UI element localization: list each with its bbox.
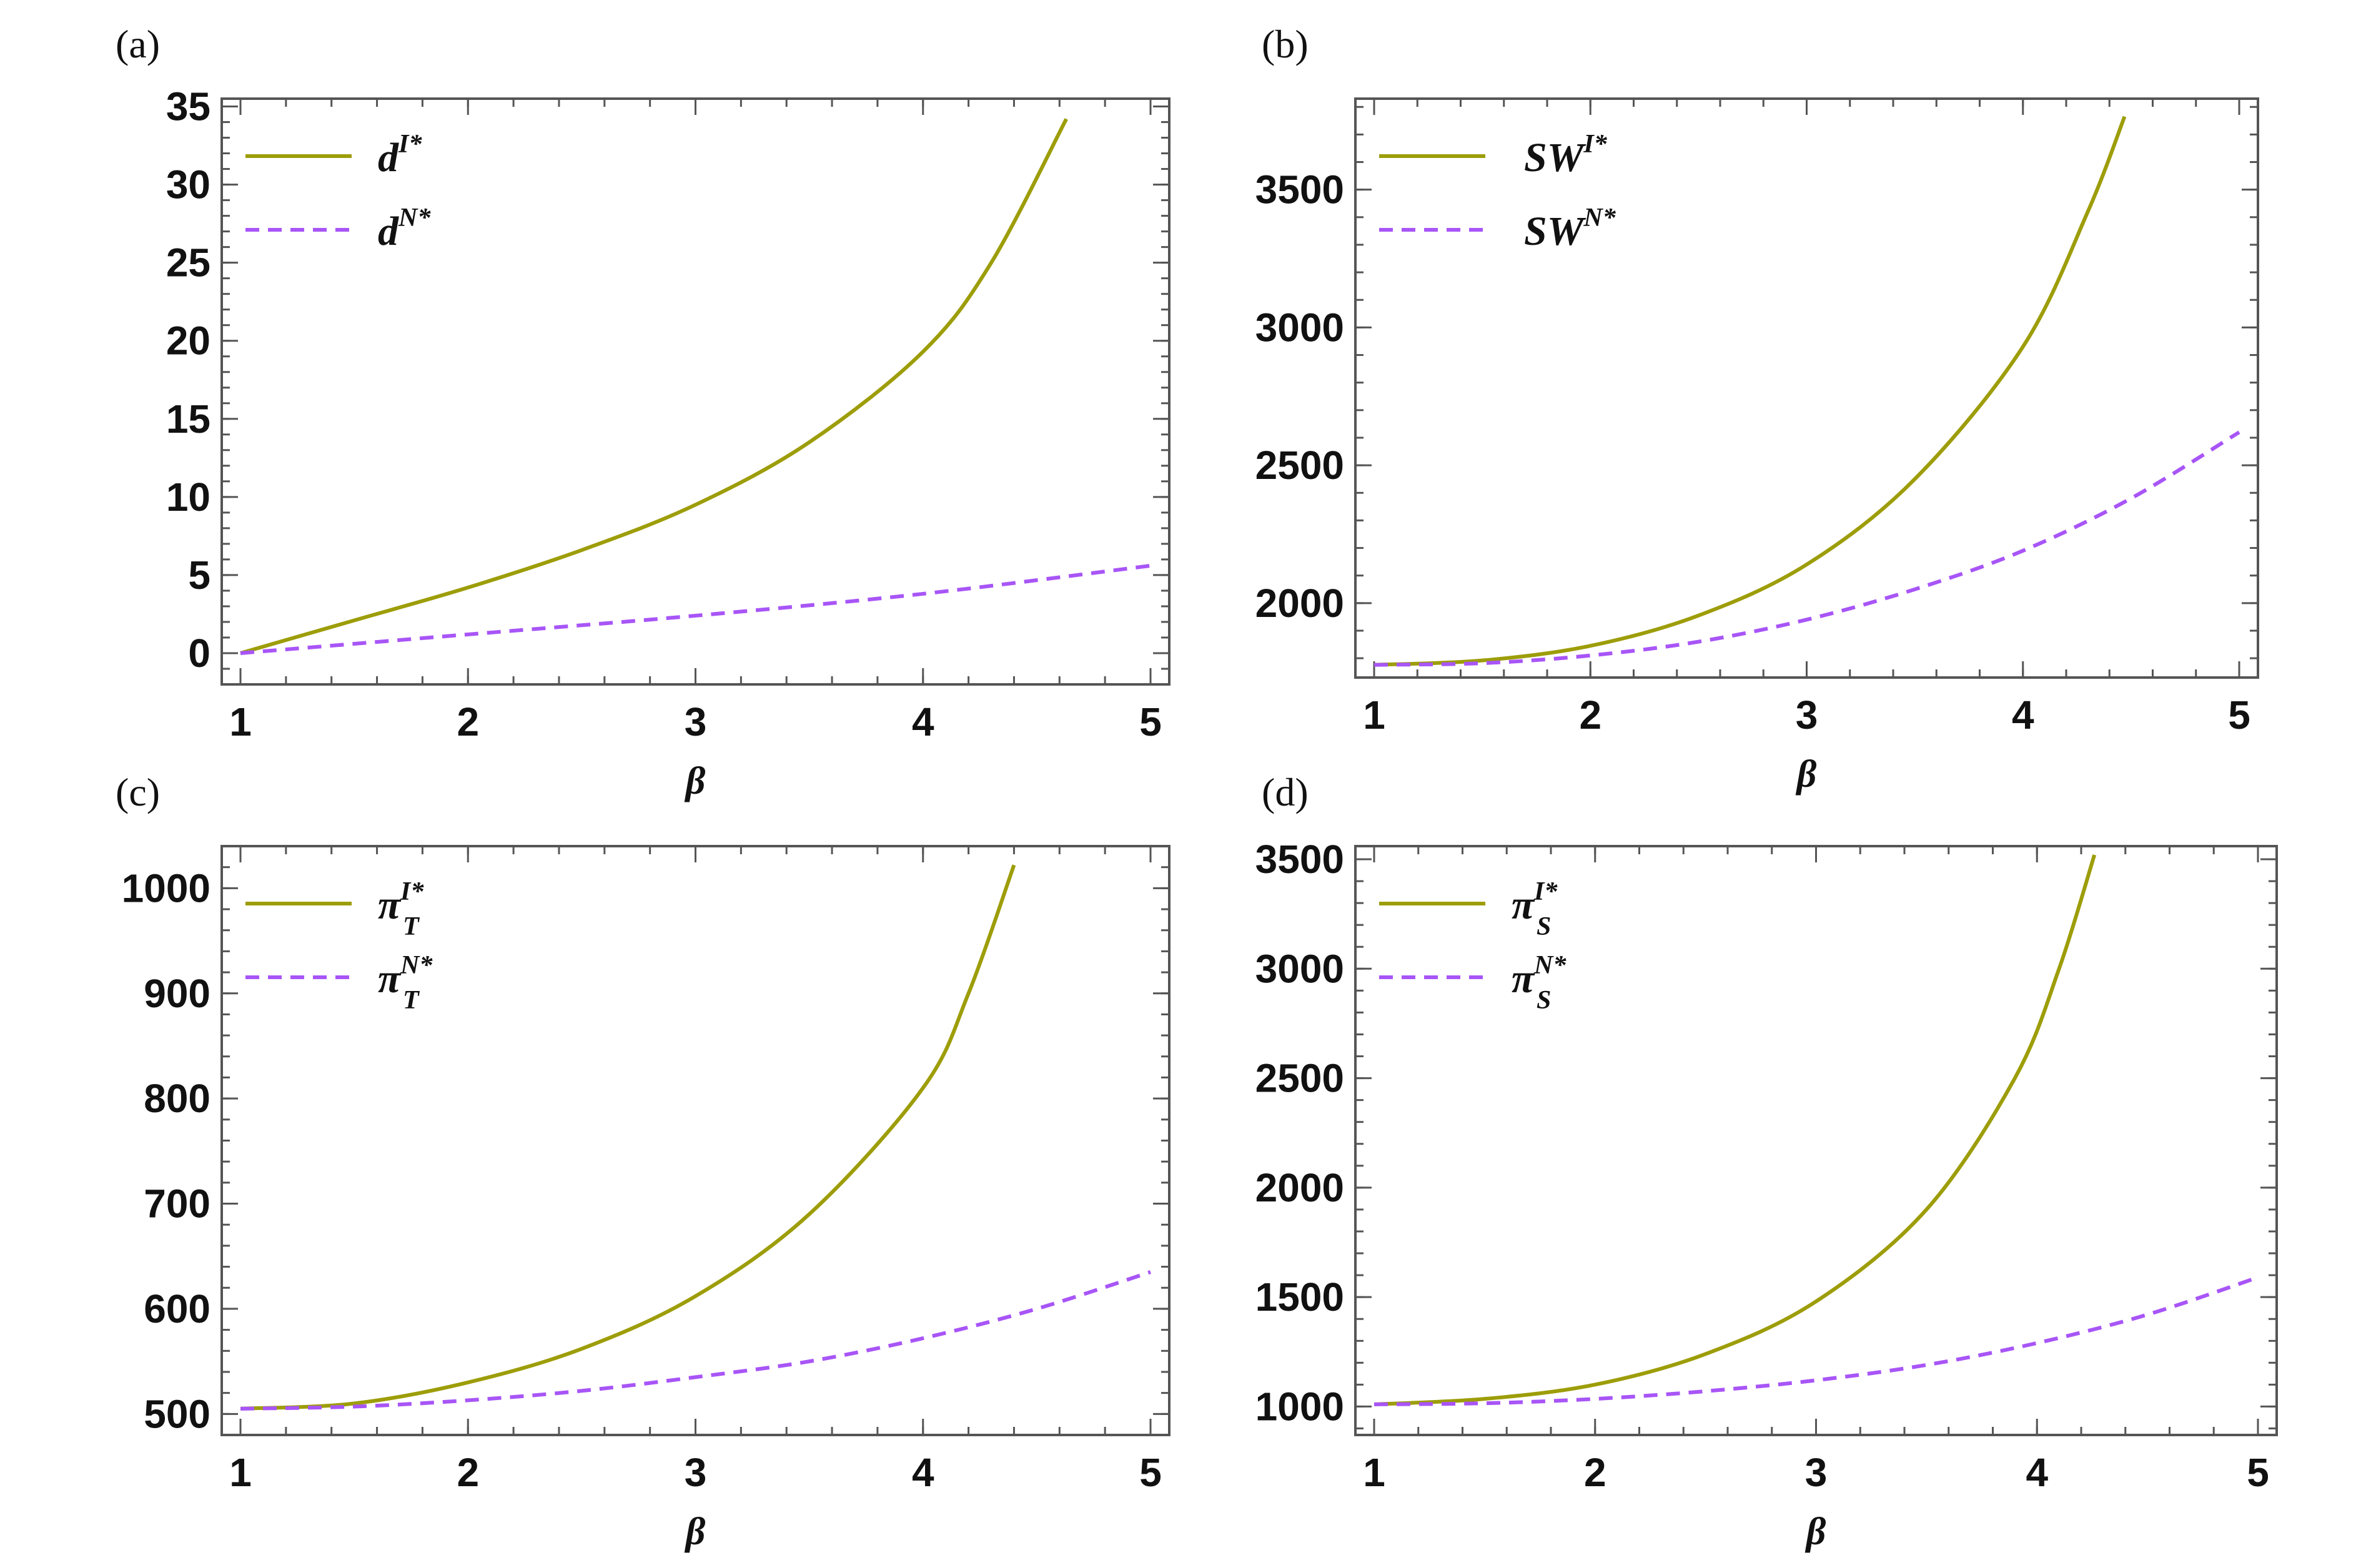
plot-frame	[1354, 97, 2259, 679]
series-line-N	[1374, 430, 2240, 667]
panel-d: (d)1 2 3 4 5100015002000250030003500βπI*SπN*…	[1255, 770, 2278, 1553]
x-tick-label: 1	[229, 1450, 252, 1495]
x-tick-label: 1	[229, 699, 252, 744]
y-tick-label: 900	[144, 971, 210, 1016]
panel-a: (a) 1 2 3 4 5 0 5 10 15 20 25 30 35 β dI* dN*	[116, 22, 1171, 802]
y-tick-label: 1500	[1255, 1275, 1344, 1319]
series-line-I	[1374, 116, 2127, 667]
x-axis-label: β	[1805, 1511, 1826, 1553]
x-tick-label: 3	[1805, 1450, 1828, 1495]
series-line-I	[240, 118, 1068, 655]
legend-subscript: S	[1537, 986, 1551, 1015]
x-tick-label: 4	[2026, 1450, 2048, 1495]
y-tick-label: 0	[188, 631, 210, 676]
y-tick-label: 5	[188, 553, 210, 598]
y-tick-label: 2500	[1255, 1056, 1344, 1101]
y-tick-label: 500	[144, 1391, 210, 1436]
x-tick-label: 2	[457, 1450, 479, 1495]
legend-subscript: T	[403, 986, 420, 1015]
x-tick-label: 1	[1363, 1450, 1385, 1495]
legend-label: πN*	[378, 951, 433, 1002]
legend-subscript: S	[1537, 912, 1551, 941]
x-axis-label: β	[685, 1511, 706, 1553]
legend-label: πI*	[1512, 877, 1558, 928]
x-axis-label: β	[685, 760, 706, 802]
y-tick-label: 2000	[1255, 581, 1344, 626]
series-line-I	[1374, 854, 2097, 1406]
legend-subscript: T	[403, 912, 420, 941]
x-tick-label: 1	[1363, 693, 1385, 737]
series-line-I	[240, 864, 1016, 1411]
x-tick-label: 3	[1796, 693, 1818, 737]
y-tick-label: 25	[166, 240, 210, 285]
y-tick-label: 800	[144, 1076, 210, 1121]
x-tick-label: 4	[2012, 693, 2034, 737]
x-tick-label: 5	[2228, 693, 2250, 737]
x-tick-label: 3	[685, 1450, 707, 1495]
panel-b: (b) 1 2 3 4 5 2000 2500 3000 3500 β SWI* SWN*	[1255, 22, 2259, 796]
x-tick-label: 3	[685, 699, 707, 744]
plot-frame	[220, 97, 1171, 686]
panel-label: (c)	[116, 770, 160, 814]
x-tick-label: 4	[912, 699, 934, 744]
x-tick-label: 5	[2247, 1450, 2269, 1495]
series-line-N	[1374, 1275, 2259, 1406]
legend-label: πI*	[378, 877, 424, 928]
plot-frame	[220, 845, 1171, 1436]
y-tick-label: 20	[166, 318, 210, 363]
y-tick-label: 3000	[1255, 946, 1344, 991]
panel-label: (d)	[1262, 770, 1309, 814]
y-tick-label: 700	[144, 1181, 210, 1226]
y-tick-label: 15	[166, 397, 210, 441]
series-line-N	[240, 1270, 1151, 1411]
series-line-N	[240, 563, 1151, 655]
y-tick-label: 2500	[1255, 443, 1344, 488]
panel-label: (b)	[1262, 22, 1309, 66]
y-tick-label: 35	[166, 84, 210, 129]
legend-label: dI*	[378, 130, 422, 180]
x-tick-label: 2	[1579, 693, 1601, 737]
y-tick-label: 2000	[1255, 1165, 1344, 1210]
y-tick-label: 3000	[1255, 305, 1344, 350]
x-tick-label: 5	[1139, 699, 1162, 744]
panel-label: (a)	[116, 22, 160, 66]
y-tick-label: 10	[166, 475, 210, 520]
y-tick-label: 1000	[122, 865, 210, 910]
x-tick-label: 2	[457, 699, 479, 744]
x-tick-label: 2	[1584, 1450, 1606, 1495]
y-tick-label: 3500	[1255, 167, 1344, 212]
x-axis-label: β	[1796, 753, 1817, 796]
plot-frame	[1354, 845, 2278, 1436]
y-tick-label: 600	[144, 1286, 210, 1331]
y-tick-label: 1000	[1255, 1384, 1344, 1429]
x-tick-label: 4	[912, 1450, 934, 1495]
legend-label: πN*	[1512, 951, 1567, 1002]
legend-label: dN*	[378, 204, 431, 254]
legend-label: SWN*	[1524, 204, 1616, 254]
x-tick-label: 5	[1139, 1450, 1162, 1495]
legend-label: SWI*	[1524, 130, 1608, 180]
y-tick-label: 30	[166, 162, 210, 207]
y-tick-label: 3500	[1255, 837, 1344, 882]
